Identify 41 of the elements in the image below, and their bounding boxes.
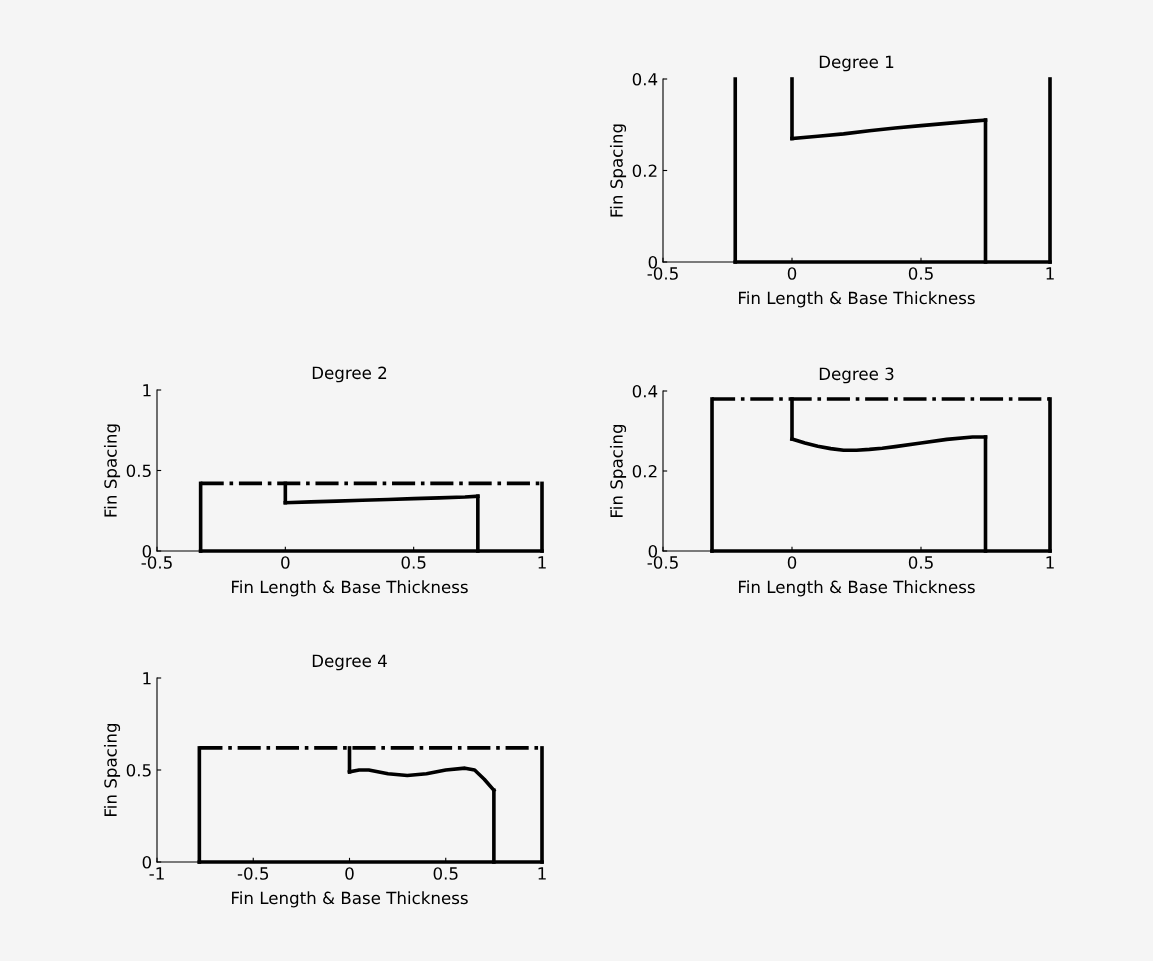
x-tick-label: 0 xyxy=(345,867,354,880)
x-tick-label: -0.5 xyxy=(647,267,678,280)
x-axis-title: Fin Length & Base Thickness xyxy=(232,580,468,597)
chart-title: Degree 1 xyxy=(819,55,894,72)
x-tick-label: 1 xyxy=(1046,556,1054,569)
y-tick-label: 0 xyxy=(648,255,658,269)
y-tick-label: 1 xyxy=(143,384,151,397)
x-tick-label: -0.5 xyxy=(237,867,269,880)
y-tick-label: 0.2 xyxy=(632,164,657,178)
x-axis-title: Fin Length & Base Thickness xyxy=(739,291,975,308)
x-tick-label: -0.5 xyxy=(647,556,678,569)
x-tick-label: 0 xyxy=(281,556,290,569)
y-axis-title: Fin Spacing xyxy=(609,424,627,517)
x-tick-label: 0.5 xyxy=(908,556,933,569)
x-tick-label: 0 xyxy=(787,267,797,280)
x-tick-label: -0.5 xyxy=(141,556,172,569)
x-tick-label: -1 xyxy=(149,867,164,880)
chart-title: Degree 3 xyxy=(819,367,894,384)
y-tick-label: 0 xyxy=(142,855,152,869)
x-tick-label: 0.5 xyxy=(401,556,426,569)
y-tick-label: 0.2 xyxy=(632,464,657,478)
y-tick-label: 0 xyxy=(142,544,152,558)
y-tick-label: 0.5 xyxy=(126,464,151,478)
chart-title: Degree 4 xyxy=(312,654,387,671)
y-tick-label: 0.4 xyxy=(632,72,658,86)
x-tick-label: 0.5 xyxy=(433,867,458,880)
x-axis-title: Fin Length & Base Thickness xyxy=(232,891,468,908)
x-tick-label: 1 xyxy=(538,867,546,880)
x-tick-label: 0.5 xyxy=(908,267,933,280)
x-axis-title: Fin Length & Base Thickness xyxy=(739,580,975,597)
y-axis-title: Fin Spacing xyxy=(103,723,121,816)
x-tick-label: 1 xyxy=(538,556,546,569)
y-axis-title: Fin Spacing xyxy=(609,124,627,217)
x-tick-label: 1 xyxy=(1046,267,1054,280)
y-tick-label: 0 xyxy=(648,544,658,558)
y-axis-title: Fin Spacing xyxy=(103,424,121,517)
x-tick-label: 0 xyxy=(787,556,797,569)
y-tick-label: 0.5 xyxy=(126,763,151,777)
y-tick-label: 0.4 xyxy=(632,384,658,398)
y-tick-label: 1 xyxy=(143,672,151,685)
chart-title: Degree 2 xyxy=(312,366,387,383)
